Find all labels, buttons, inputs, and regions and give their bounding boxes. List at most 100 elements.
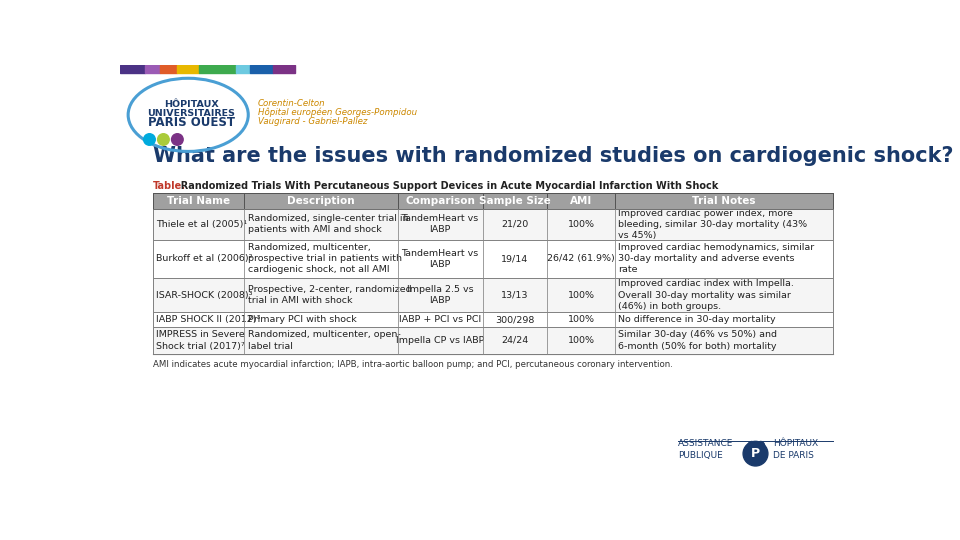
Bar	[615, 312, 833, 327]
Bar	[397, 312, 483, 327]
Bar	[245, 240, 397, 278]
Bar	[236, 65, 251, 73]
Text: Corentin-Celton: Corentin-Celton	[258, 99, 325, 108]
Text: Prospective, 2-center, randomized
trial in AMI with shock: Prospective, 2-center, randomized trial …	[248, 285, 411, 305]
Text: ISAR-SHOCK (2008)³: ISAR-SHOCK (2008)³	[156, 291, 252, 300]
Bar	[547, 209, 615, 240]
Text: 24/24: 24/24	[501, 336, 529, 345]
Text: No difference in 30-day mortality: No difference in 30-day mortality	[618, 315, 776, 324]
Text: Sample Size: Sample Size	[479, 196, 551, 206]
Bar	[153, 209, 245, 240]
Text: 300/298: 300/298	[495, 315, 535, 324]
Text: AMI indicates acute myocardial infarction; IAPB, intra-aortic balloon pump; and : AMI indicates acute myocardial infarctio…	[153, 360, 672, 369]
Text: Improved cardiac index with Impella.
Overall 30-day mortality was similar
(46%) : Improved cardiac index with Impella. Ove…	[618, 279, 794, 310]
Bar	[153, 193, 833, 209]
Bar	[153, 240, 245, 278]
Bar	[397, 327, 483, 354]
Text: Hôpital européen Georges-Pompidou: Hôpital européen Georges-Pompidou	[258, 108, 417, 117]
Bar	[245, 209, 397, 240]
Bar	[178, 65, 199, 73]
Bar	[547, 278, 615, 312]
Bar	[153, 278, 245, 312]
Text: 100%: 100%	[567, 336, 595, 345]
Bar	[397, 209, 483, 240]
Text: Randomized, multicenter, open-
label trial: Randomized, multicenter, open- label tri…	[248, 330, 400, 350]
Text: ♥: ♥	[744, 440, 767, 464]
Bar	[615, 209, 833, 240]
Text: PARIS OUEST: PARIS OUEST	[148, 116, 235, 129]
Bar	[245, 312, 397, 327]
Bar	[199, 65, 236, 73]
Text: Primary PCI with shock: Primary PCI with shock	[248, 315, 356, 324]
Bar	[397, 240, 483, 278]
Circle shape	[144, 134, 156, 145]
Text: Trial Notes: Trial Notes	[692, 196, 756, 206]
Text: 100%: 100%	[567, 291, 595, 300]
Text: Description: Description	[287, 196, 355, 206]
Bar	[153, 278, 833, 312]
Text: Similar 30-day (46% vs 50%) and
6-month (50% for both) mortality: Similar 30-day (46% vs 50%) and 6-month …	[618, 330, 778, 350]
Text: Impella 2.5 vs
IABP: Impella 2.5 vs IABP	[407, 285, 473, 305]
Text: IMPRESS in Severe
Shock trial (2017)⁷: IMPRESS in Severe Shock trial (2017)⁷	[156, 330, 245, 350]
Text: Table.: Table.	[153, 181, 185, 192]
Text: Randomized, single-center trial in
patients with AMI and shock: Randomized, single-center trial in patie…	[248, 214, 408, 234]
Bar	[483, 278, 547, 312]
Bar	[483, 312, 547, 327]
Text: IABP SHOCK II (2012)³: IABP SHOCK II (2012)³	[156, 315, 260, 324]
Text: Vaugirard - Gabriel-Pallez: Vaugirard - Gabriel-Pallez	[258, 117, 368, 126]
Bar	[274, 65, 295, 73]
Bar	[615, 240, 833, 278]
Bar	[153, 312, 245, 327]
Text: 26/42 (61.9%): 26/42 (61.9%)	[547, 254, 615, 264]
Bar	[153, 312, 833, 327]
Bar	[245, 327, 397, 354]
Text: AMI: AMI	[570, 196, 592, 206]
Bar	[483, 209, 547, 240]
Text: 100%: 100%	[567, 220, 595, 229]
Bar	[251, 65, 274, 73]
Text: Impella CP vs IABP: Impella CP vs IABP	[396, 336, 484, 345]
Bar	[547, 327, 615, 354]
Text: Improved cardiac power index, more
bleeding, similar 30-day mortality (43%
vs 45: Improved cardiac power index, more bleed…	[618, 208, 807, 240]
Bar	[615, 193, 833, 209]
Text: HÔPITAUX: HÔPITAUX	[164, 100, 219, 109]
Bar	[245, 278, 397, 312]
Bar	[245, 193, 397, 209]
Bar	[153, 193, 245, 209]
Text: 19/14: 19/14	[501, 254, 529, 264]
Bar	[153, 240, 833, 278]
Text: 21/20: 21/20	[501, 220, 529, 229]
Bar	[120, 65, 145, 73]
Text: TandemHeart vs
IABP: TandemHeart vs IABP	[401, 249, 479, 269]
Circle shape	[172, 134, 183, 145]
Bar	[153, 209, 833, 240]
Text: Randomized, multicenter,
prospective trial in patients with
cardiogenic shock, n: Randomized, multicenter, prospective tri…	[248, 243, 401, 274]
Text: ASSISTANCE
PUBLIQUE: ASSISTANCE PUBLIQUE	[678, 440, 733, 460]
Text: IABP + PCI vs PCI: IABP + PCI vs PCI	[399, 315, 481, 324]
Text: UNIVERSITAIRES: UNIVERSITAIRES	[148, 109, 235, 118]
Text: Trial Name: Trial Name	[167, 196, 230, 206]
Bar	[483, 240, 547, 278]
Text: P: P	[751, 447, 760, 460]
Text: Improved cardiac hemodynamics, similar
30-day mortality and adverse events
rate: Improved cardiac hemodynamics, similar 3…	[618, 243, 815, 274]
Bar	[547, 240, 615, 278]
Bar	[547, 312, 615, 327]
Bar	[397, 193, 483, 209]
Bar	[615, 327, 833, 354]
Circle shape	[743, 441, 768, 466]
Circle shape	[157, 134, 169, 145]
Text: Randomized Trials With Percutaneous Support Devices in Acute Myocardial Infarcti: Randomized Trials With Percutaneous Supp…	[175, 181, 719, 192]
Text: Thiele et al (2005)¹: Thiele et al (2005)¹	[156, 220, 247, 229]
Bar	[145, 65, 160, 73]
Bar	[483, 193, 547, 209]
Bar	[160, 65, 178, 73]
Text: Burkoff et al (2006)²: Burkoff et al (2006)²	[156, 254, 252, 264]
Bar	[615, 278, 833, 312]
Text: 13/13: 13/13	[501, 291, 529, 300]
Text: What are the issues with randomized studies on cardiogenic shock?: What are the issues with randomized stud…	[153, 146, 953, 166]
Text: TandemHeart vs
IABP: TandemHeart vs IABP	[401, 214, 479, 234]
Text: HÔPITAUX
DE PARIS: HÔPITAUX DE PARIS	[774, 440, 819, 460]
Bar	[547, 193, 615, 209]
Text: Comparison: Comparison	[405, 196, 475, 206]
Text: 100%: 100%	[567, 315, 595, 324]
